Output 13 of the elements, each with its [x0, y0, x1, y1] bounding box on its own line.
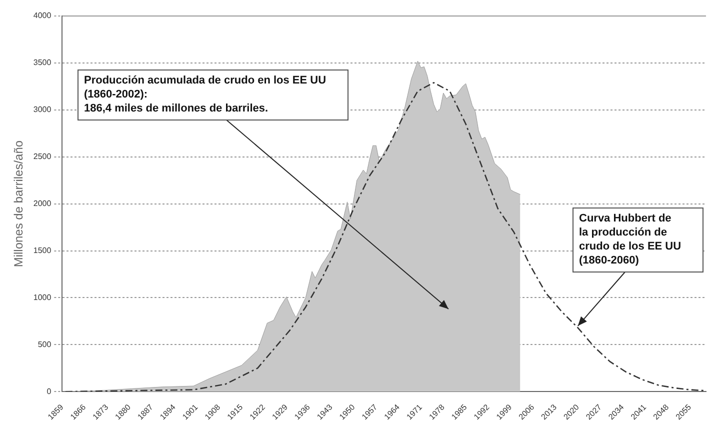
y-tick-label: 3500 — [33, 58, 52, 68]
y-tick-label: 0 — [46, 386, 52, 396]
annotation: Producción acumulada de crudo en los EE UU (1860-2002): 186,4 miles de millones de barriles. — [84, 74, 326, 115]
line-series — [64, 82, 706, 392]
y-tick-label: 4000 — [33, 11, 52, 20]
y-tick-label: 500 — [38, 340, 52, 349]
annotation: Curva Hubbert de la producción de crudo de los EE UU (1860-2060) — [579, 212, 682, 267]
y-tick-label: 1500 — [33, 246, 52, 255]
y-axis-title: Millones de barriles/año — [12, 140, 26, 268]
y-tick-label: 2500 — [33, 152, 52, 162]
y-tick-label: 1000 — [33, 292, 52, 302]
y-tick-label: 3000 — [33, 105, 52, 114]
y-tick-label: 2000 — [33, 199, 52, 208]
